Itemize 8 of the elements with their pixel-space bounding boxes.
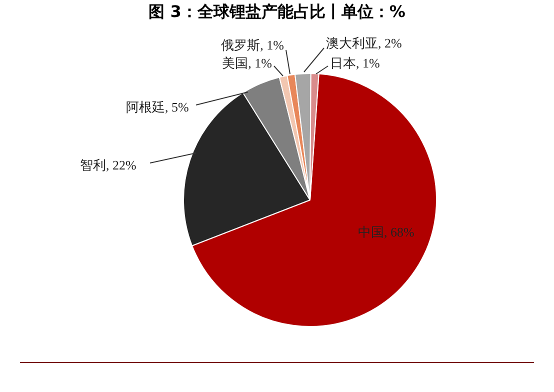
slice-label: 俄罗斯, 1%: [221, 37, 284, 52]
chart-title: 图 3：全球锂盐产能占比丨单位：%: [148, 2, 406, 23]
slice-label: 日本, 1%: [330, 55, 380, 70]
slice-label: 智利, 22%: [80, 157, 136, 172]
slice-label: 美国, 1%: [222, 55, 272, 70]
slice-label: 澳大利亚, 2%: [326, 35, 402, 50]
slice-label: 中国, 68%: [358, 224, 414, 240]
slice-label: 阿根廷, 5%: [126, 99, 189, 114]
